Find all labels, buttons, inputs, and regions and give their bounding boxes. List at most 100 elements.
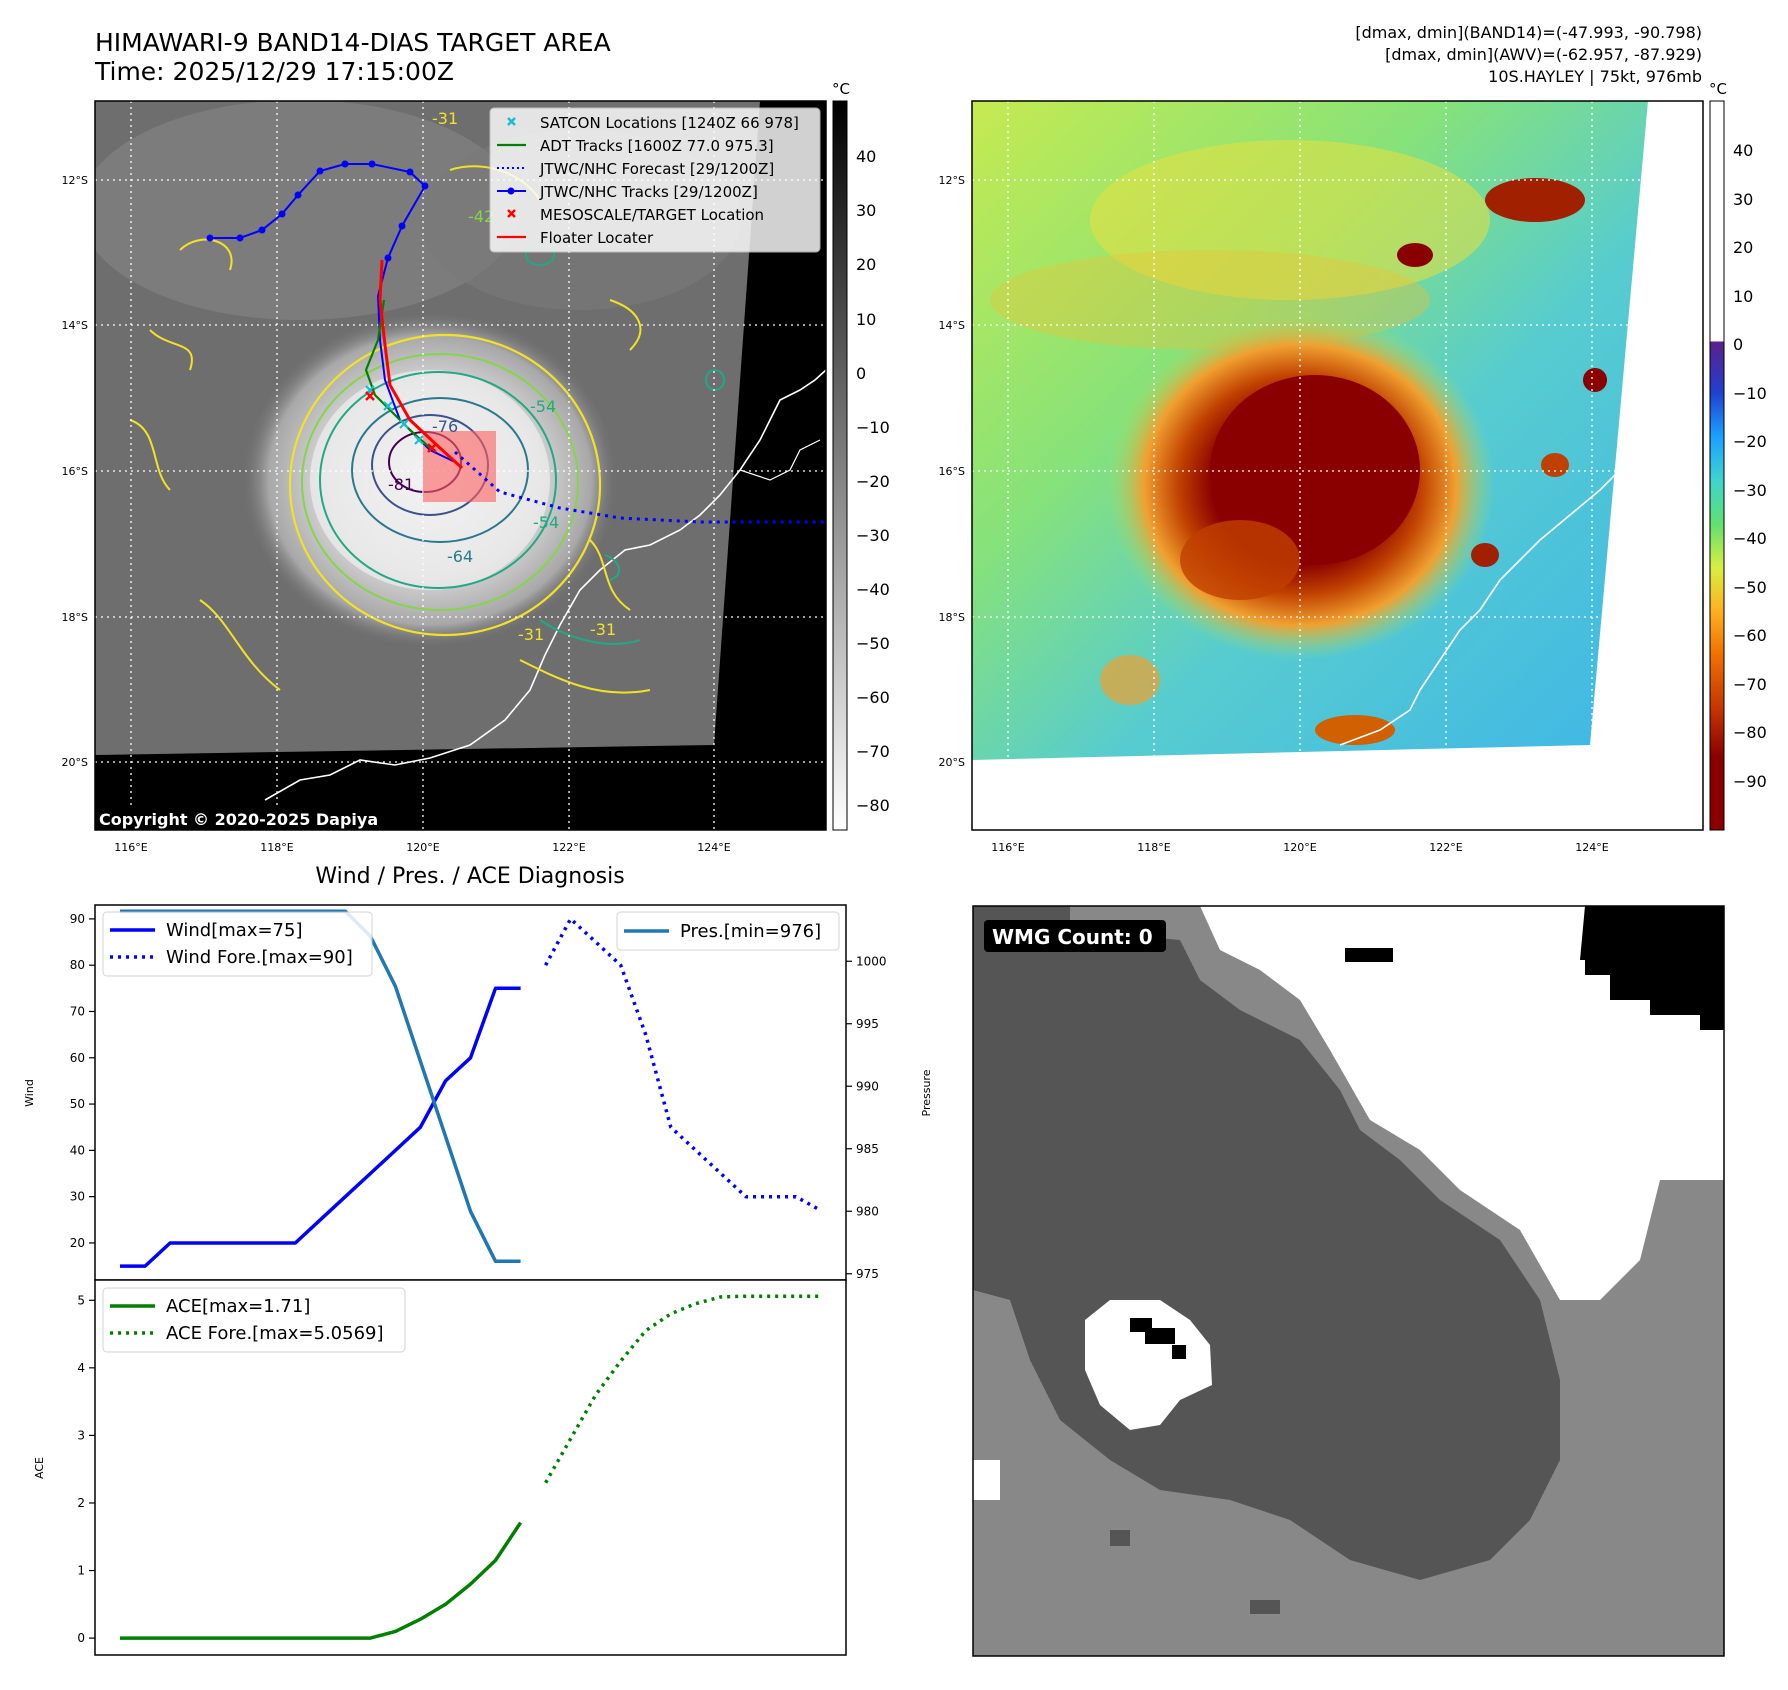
legend-wind-forecast: Wind Fore.[max=90] (166, 947, 353, 968)
wind-pressure-chart: 20 30 40 50 60 70 80 90 975 980 985 990 995 1000 Win… (23, 904, 933, 1281)
svg-text:40: 40 (1733, 141, 1753, 160)
svg-text:-81: -81 (388, 475, 414, 494)
coastline (264, 369, 826, 801)
wind-forecast-series-line (544, 917, 822, 1213)
svg-text:−80: −80 (1733, 723, 1767, 742)
diagnosis-title: Wind / Pres. / ACE Diagnosis (315, 864, 624, 889)
info-band14: [dmax, dmin](BAND14)=(-47.993, -90.798) (1355, 23, 1702, 42)
wmg-white-region (1200, 906, 1724, 1300)
legend-target-location: MESOSCALE/TARGET Location (540, 206, 764, 224)
svg-text:−10: −10 (1733, 384, 1767, 403)
ir-colorbar-ticks: 40 30 20 10 0 −10 −20 −30 −40 −50 −60 −7… (856, 147, 890, 815)
floater-track (378, 259, 464, 470)
wind-legend: Wind[max=75] Wind Fore.[max=90] (102, 911, 373, 977)
svg-text:-31: -31 (432, 109, 458, 128)
wind-axis-tick-label: 30 (70, 1190, 85, 1204)
svg-text:20°S: 20°S (939, 756, 965, 769)
wind-axis-tick-label: 70 (70, 1004, 85, 1018)
ace-axis-tick-label: 3 (77, 1428, 85, 1442)
svg-text:-42: -42 (468, 207, 494, 226)
legend-wind: Wind[max=75] (166, 920, 303, 941)
svg-text:-31: -31 (590, 620, 616, 639)
legend-jtwc-forecast: JTWC/NHC Forecast [29/1200Z] (539, 160, 774, 178)
wind-axis-tick-label: 40 (70, 1143, 85, 1157)
jtwc-track (210, 163, 456, 463)
svg-text:10: 10 (856, 310, 876, 329)
ir-colorbar (832, 100, 848, 831)
pressure-ylabel: Pressure (920, 1069, 933, 1116)
wmg-panel: WMG Count: 0 (972, 905, 1725, 1657)
svg-text:−20: −20 (1733, 432, 1767, 451)
svg-text:−60: −60 (1733, 626, 1767, 645)
ir-map-legend: SATCON Locations [1240Z 66 978] ADT Trac… (489, 107, 821, 253)
svg-text:−30: −30 (1733, 481, 1767, 500)
svg-text:120°E: 120°E (1283, 841, 1316, 854)
pressure-axis-tick-label: 975 (856, 1267, 879, 1281)
svg-text:−30: −30 (856, 526, 890, 545)
adt-track (364, 299, 431, 449)
svg-text:30: 30 (856, 201, 876, 220)
svg-text:-54: -54 (530, 397, 556, 416)
awv-lat-labels: 12°S 14°S 16°S 18°S 20°S (939, 174, 965, 769)
legend-ace-forecast: ACE Fore.[max=5.0569] (166, 1323, 384, 1344)
svg-text:20: 20 (1733, 238, 1753, 257)
svg-text:-64: -64 (447, 547, 473, 566)
wind-axis-tick-label: 20 (70, 1236, 85, 1250)
contour-labels: -31 -31 -31 -42 -54 -54 -64 -76 -81 (388, 109, 616, 644)
svg-text:18°S: 18°S (62, 611, 88, 624)
figure-title: HIMAWARI-9 BAND14-DIAS TARGET AREA (95, 28, 611, 57)
svg-text:18°S: 18°S (939, 611, 965, 624)
jtwc-track-points (206, 160, 429, 262)
copyright-text: Copyright © 2020-2025 Dapiya (99, 810, 378, 829)
wind-axis-tick-label: 50 (70, 1097, 85, 1111)
svg-text:120°E: 120°E (406, 841, 439, 854)
pressure-axis-tick-label: 990 (856, 1079, 879, 1093)
ir-lon-labels: 116°E 118°E 120°E 122°E 124°E (114, 841, 730, 854)
svg-text:124°E: 124°E (697, 841, 730, 854)
svg-text:40: 40 (856, 147, 876, 166)
legend-floater: Floater Locater (540, 229, 654, 247)
ace-ylabel: ACE (33, 1457, 46, 1479)
svg-text:−90: −90 (1733, 772, 1767, 791)
ace-axis-ticks: 0 1 2 3 4 5 (77, 1293, 95, 1645)
ace-forecast-series-line (544, 1294, 821, 1484)
awv-colorbar (1709, 100, 1725, 831)
pressure-legend: Pres.[min=976] (616, 911, 840, 951)
awv-lon-labels: 116°E 118°E 120°E 122°E 124°E (991, 841, 1608, 854)
wind-axis-tick-label: 80 (70, 958, 85, 972)
svg-text:124°E: 124°E (1575, 841, 1608, 854)
svg-text:20°S: 20°S (62, 756, 88, 769)
pressure-axis-tick-label: 980 (856, 1204, 879, 1218)
target-markers (365, 391, 437, 453)
svg-text:20: 20 (856, 255, 876, 274)
awv-gridlines (972, 101, 1703, 830)
wind-axis-tick-label: 60 (70, 1051, 85, 1065)
ace-plot-area (119, 1294, 822, 1640)
svg-text:−40: −40 (1733, 529, 1767, 548)
figure-time: Time: 2025/12/29 17:15:00Z (94, 57, 454, 86)
wmg-count-label: WMG Count: 0 (992, 925, 1153, 949)
ace-axis-tick-label: 5 (77, 1293, 85, 1307)
svg-text:116°E: 116°E (991, 841, 1024, 854)
svg-text:0: 0 (856, 364, 866, 383)
ir-colorbar-unit: °C (832, 80, 850, 98)
ir-map-panel: -31 -31 -31 -42 -54 -54 -64 -76 -81 (62, 80, 890, 854)
svg-text:118°E: 118°E (260, 841, 293, 854)
awv-colorbar-unit: °C (1709, 80, 1727, 98)
pressure-axis-tick-label: 995 (856, 1017, 879, 1031)
svg-text:−40: −40 (856, 580, 890, 599)
svg-text:10: 10 (1733, 287, 1753, 306)
svg-text:118°E: 118°E (1137, 841, 1170, 854)
pressure-axis-ticks: 975 980 985 990 995 1000 (846, 954, 887, 1281)
legend-pressure: Pres.[min=976] (680, 921, 821, 942)
wind-axis-ticks: 20 30 40 50 60 70 80 90 (70, 912, 95, 1250)
wind-axis-tick-label: 90 (70, 912, 85, 926)
svg-text:−70: −70 (856, 742, 890, 761)
legend-jtwc-tracks: JTWC/NHC Tracks [29/1200Z] (539, 183, 758, 201)
svg-text:12°S: 12°S (62, 174, 88, 187)
svg-text:116°E: 116°E (114, 841, 147, 854)
svg-text:122°E: 122°E (1429, 841, 1462, 854)
svg-text:16°S: 16°S (939, 465, 965, 478)
info-awv: [dmax, dmin](AWV)=(-62.957, -87.929) (1385, 45, 1702, 64)
